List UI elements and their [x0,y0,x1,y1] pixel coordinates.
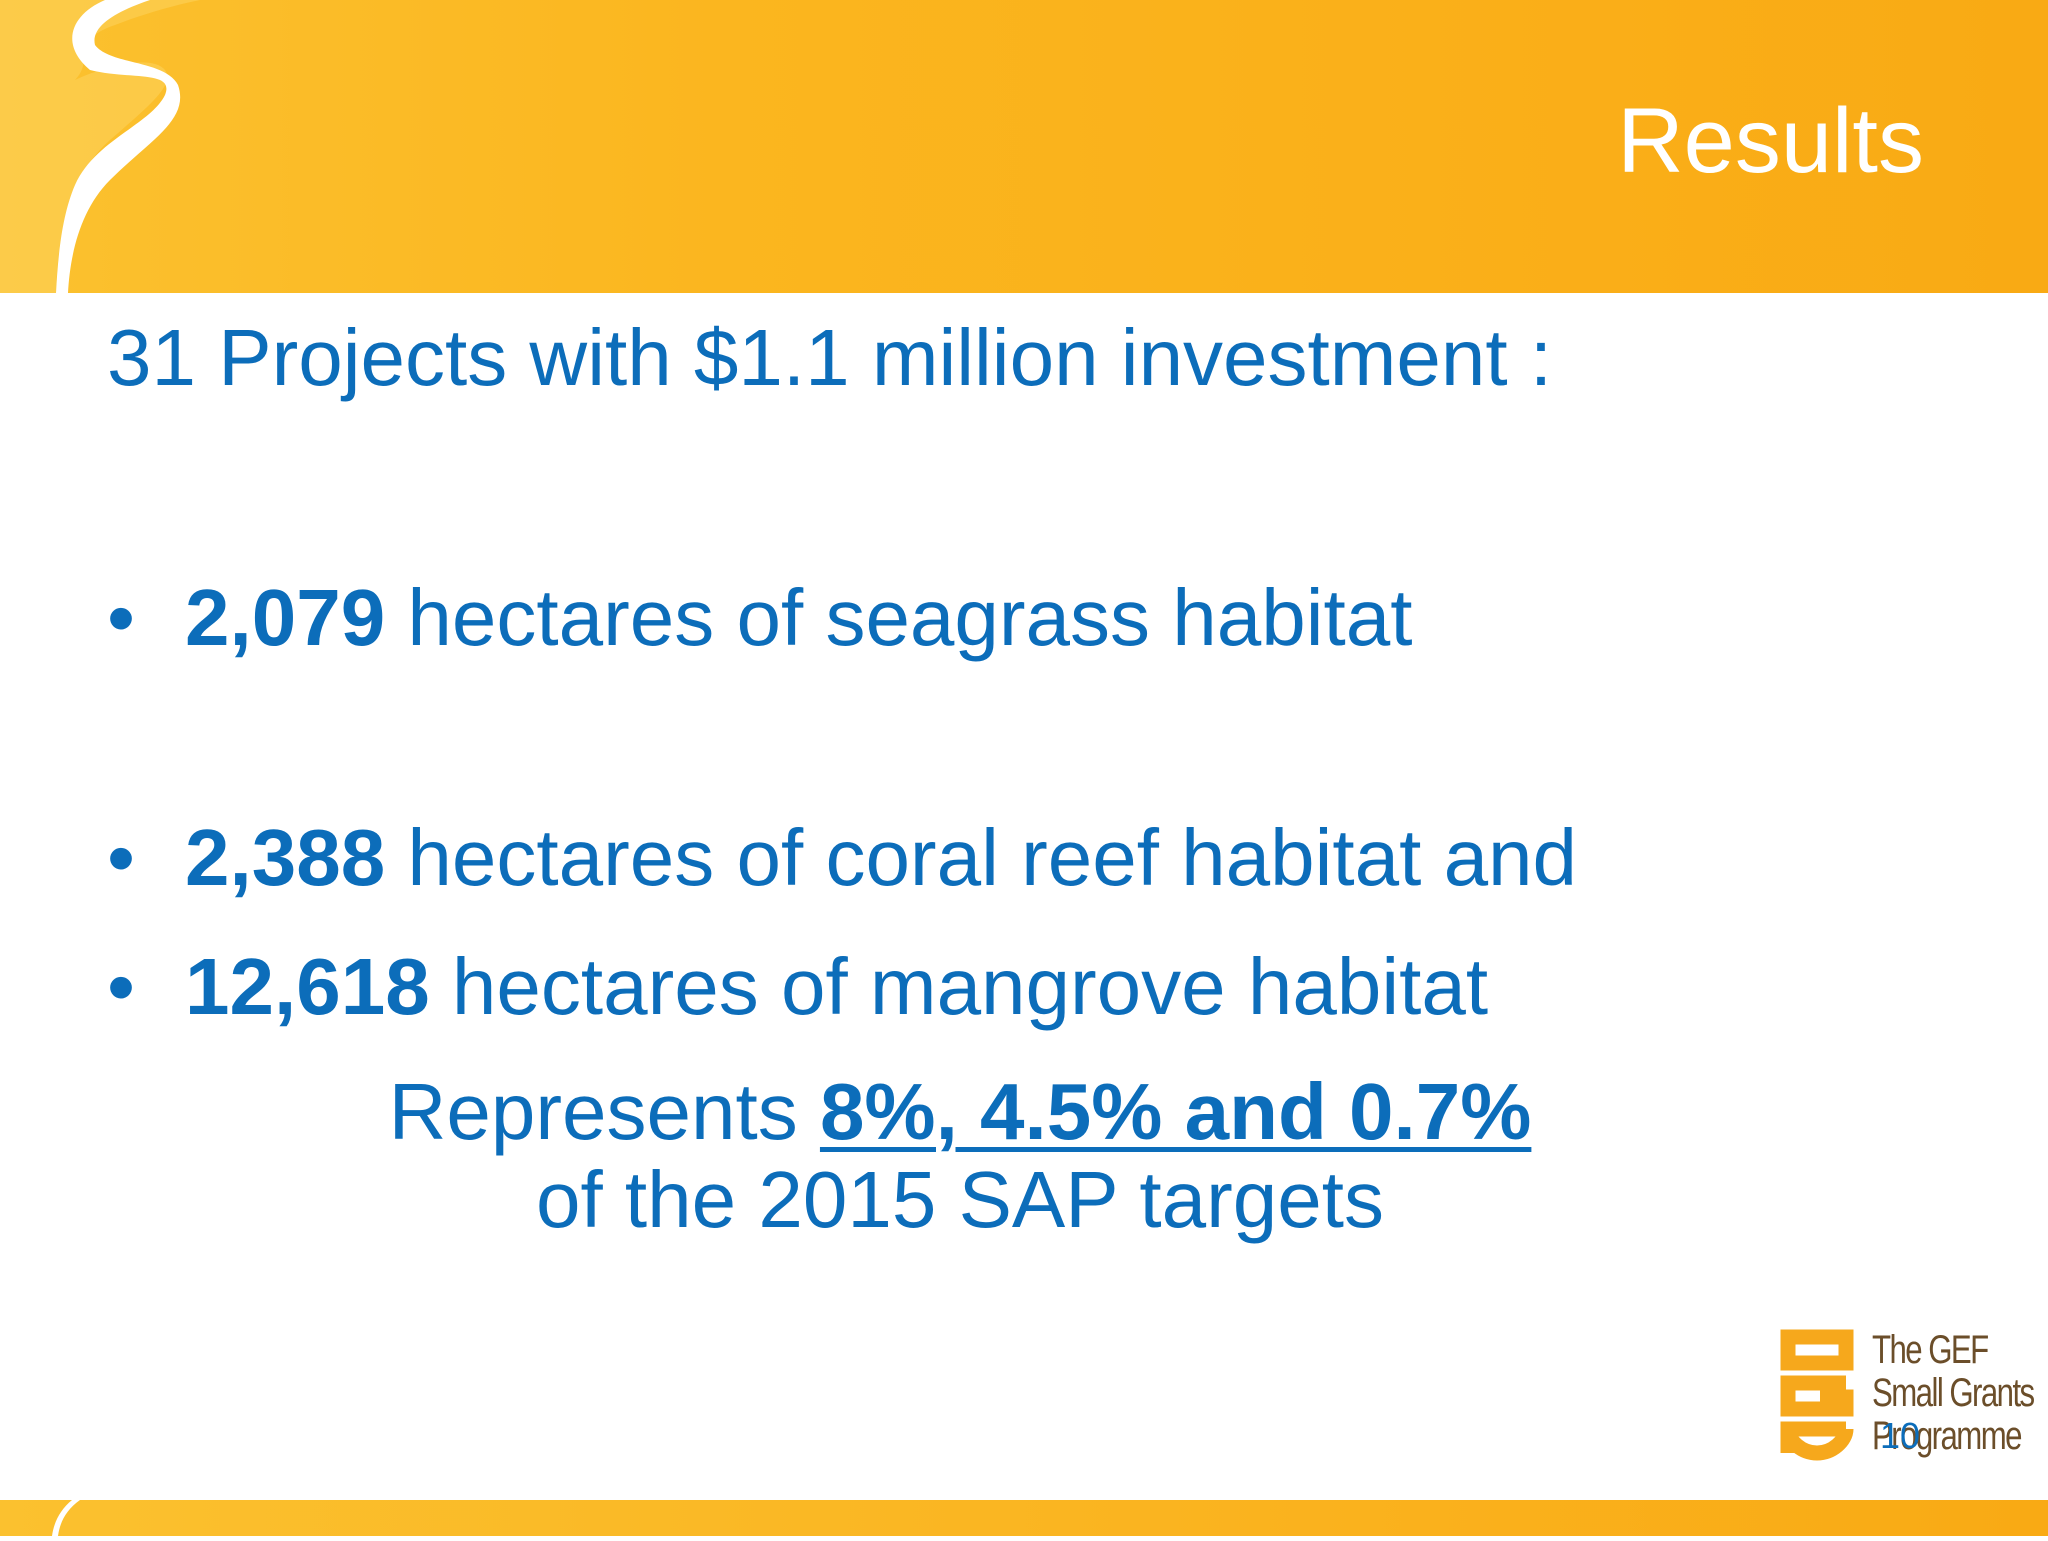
slide-title: Results [1617,90,1924,192]
bullet-text: hectares of seagrass habitat [385,573,1413,662]
sgp-logo-text: The GEF Small Grants Programme [1872,1328,2035,1458]
logo-line: Small Grants [1872,1371,2035,1415]
bullet-number: 2,079 [185,573,386,662]
logo-line: The GEF [1872,1328,1989,1372]
bullet-seagrass: • 2,079 hectares of seagrass habitat [107,578,1412,658]
swoosh-decoration [0,0,200,293]
bullet-text: hectares of mangrove habitat [429,942,1489,1031]
bullet-dot: • [107,942,136,1031]
summary-line-2: of the 2015 SAP targets [535,1155,1384,1244]
summary-line-1: Represents 8%, 4.5% and 0.7% [0,1068,1920,1156]
bullet-dot: • [107,813,136,902]
bullet-dot: • [107,573,136,662]
logo-line: Programme [1872,1414,2023,1458]
bullet-number: 12,618 [185,942,430,1031]
summary-prefix: Represents [388,1067,820,1156]
sgp-monogram-icon [1780,1329,1854,1461]
summary-highlight: 8%, 4.5% and 0.7% [819,1067,1532,1156]
footer-band [0,1500,2048,1536]
bullet-mangrove: • 12,618 hectares of mangrove habitat [107,947,1488,1027]
bullet-text: hectares of coral reef habitat and [385,813,1578,902]
footer-swoosh-decoration [52,1500,80,1536]
bullet-coral-reef: • 2,388 hectares of coral reef habitat an… [107,818,1577,898]
bullet-number: 2,388 [185,813,386,902]
sgp-logo: The GEF Small Grants Programme [1772,1325,2035,1475]
page-number: 10 [1880,1415,1921,1456]
header-band: Results [0,0,2048,293]
summary-text: Represents 8%, 4.5% and 0.7% of the 2015… [0,1068,1920,1244]
intro-text: 31 Projects with $1.1 million investment… [107,313,1553,402]
